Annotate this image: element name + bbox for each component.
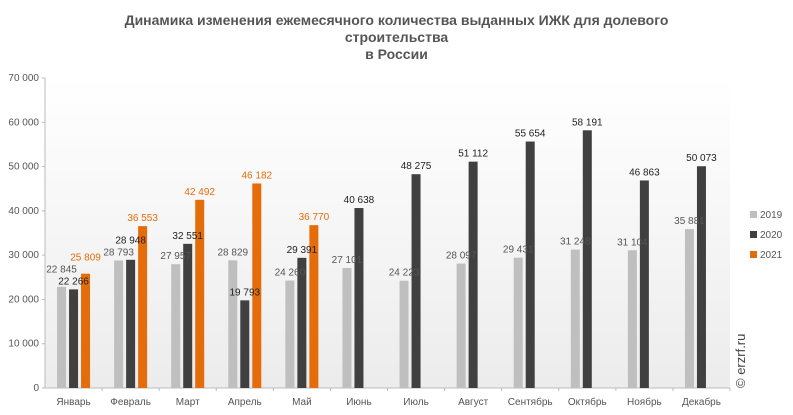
data-label: 28 793 <box>103 247 134 258</box>
bar-2019 <box>342 267 352 388</box>
data-label: 51 112 <box>458 149 488 160</box>
bar-2019 <box>228 260 238 388</box>
x-tick-label: Май <box>292 397 312 408</box>
bar-2020 <box>354 208 364 388</box>
bar-2019 <box>684 229 694 388</box>
data-label: 22 266 <box>58 276 89 287</box>
data-label: 27 957 <box>160 251 191 262</box>
bar-2019 <box>513 257 523 388</box>
y-tick-label: 40 000 <box>8 206 39 217</box>
legend-label: 2021 <box>760 250 783 261</box>
bar-2020 <box>126 259 136 388</box>
data-label: 42 492 <box>184 187 215 198</box>
data-label: 27 101 <box>332 255 363 266</box>
data-label: 36 770 <box>299 212 330 223</box>
bar-2019 <box>627 250 637 388</box>
data-label: 58 191 <box>572 117 603 128</box>
x-tick-label: Октябрь <box>568 396 607 408</box>
bar-2019 <box>114 260 124 388</box>
bar-2020 <box>468 161 478 388</box>
data-label: 46 863 <box>629 167 660 178</box>
x-tick-label: Февраль <box>110 397 151 408</box>
y-tick-label: 70 000 <box>8 73 39 84</box>
y-tick-label: 30 000 <box>8 250 39 261</box>
title-line: строительства <box>344 29 449 45</box>
data-label: 50 073 <box>686 153 717 164</box>
bar-2020 <box>696 166 706 388</box>
legend-swatch <box>750 211 757 218</box>
y-tick-label: 0 <box>33 383 39 394</box>
data-label: 29 431 <box>503 245 534 256</box>
data-label: 28 829 <box>217 247 248 258</box>
x-tick-label: Январь <box>56 397 90 408</box>
bar-2019 <box>570 249 580 388</box>
data-label: 28 948 <box>115 235 146 246</box>
bar-2020 <box>411 174 421 388</box>
legend-label: 2020 <box>760 230 783 241</box>
x-tick-label: Апрель <box>228 397 262 408</box>
legend-swatch <box>750 251 757 258</box>
y-tick-label: 50 000 <box>8 162 39 173</box>
bar-2019 <box>171 264 181 388</box>
legend-swatch <box>750 231 757 238</box>
bar-2021 <box>252 183 262 388</box>
bar-2020 <box>297 257 307 388</box>
bar-2020 <box>525 141 535 388</box>
data-label: 36 553 <box>127 213 158 224</box>
legend-label: 2019 <box>760 210 783 221</box>
bar-2020 <box>69 289 79 388</box>
y-tick-label: 20 000 <box>8 294 39 305</box>
title-line: Динамика изменения ежемесячного количест… <box>124 12 669 28</box>
bar-2020 <box>639 180 649 388</box>
data-label: 24 260 <box>275 268 306 279</box>
title-line: в России <box>365 46 428 62</box>
plot-area <box>45 78 730 388</box>
y-tick-label: 10 000 <box>8 339 39 350</box>
bar-2020 <box>240 300 250 388</box>
data-label: 31 104 <box>617 237 648 248</box>
data-label: 24 223 <box>389 268 420 279</box>
x-tick-label: Июнь <box>346 397 371 408</box>
bar-2021 <box>81 273 91 388</box>
data-label: 35 881 <box>674 216 705 227</box>
data-label: 46 182 <box>241 170 272 181</box>
data-label: 25 809 <box>70 252 101 263</box>
bar-2019 <box>456 263 466 388</box>
x-tick-label: Ноябрь <box>627 396 662 408</box>
bar-2020 <box>183 243 193 388</box>
watermark: © erzrf.ru <box>733 334 748 388</box>
data-label: 19 793 <box>229 287 260 298</box>
x-tick-label: Август <box>458 397 489 408</box>
data-label: 55 654 <box>515 129 546 140</box>
y-tick-label: 60 000 <box>8 117 39 128</box>
bar-2019 <box>285 280 295 388</box>
bar-2021 <box>309 225 319 388</box>
data-label: 31 248 <box>560 237 591 248</box>
data-label: 48 275 <box>401 161 432 172</box>
x-tick-label: Июль <box>403 397 429 408</box>
bar-2020 <box>582 130 592 388</box>
x-tick-label: Сентябрь <box>508 396 553 408</box>
bar-2019 <box>57 286 67 388</box>
chart-title: Динамика изменения ежемесячного количест… <box>0 12 793 63</box>
data-label: 22 845 <box>46 264 77 275</box>
x-tick-label: Декабрь <box>682 396 721 408</box>
data-label: 29 391 <box>287 245 318 256</box>
x-tick-label: Март <box>176 397 200 408</box>
data-label: 32 551 <box>172 231 203 242</box>
data-label: 40 638 <box>344 195 375 206</box>
bar-2021 <box>138 226 148 388</box>
bar-2021 <box>195 199 205 388</box>
data-label: 28 097 <box>446 251 477 262</box>
bar-2019 <box>399 280 409 388</box>
